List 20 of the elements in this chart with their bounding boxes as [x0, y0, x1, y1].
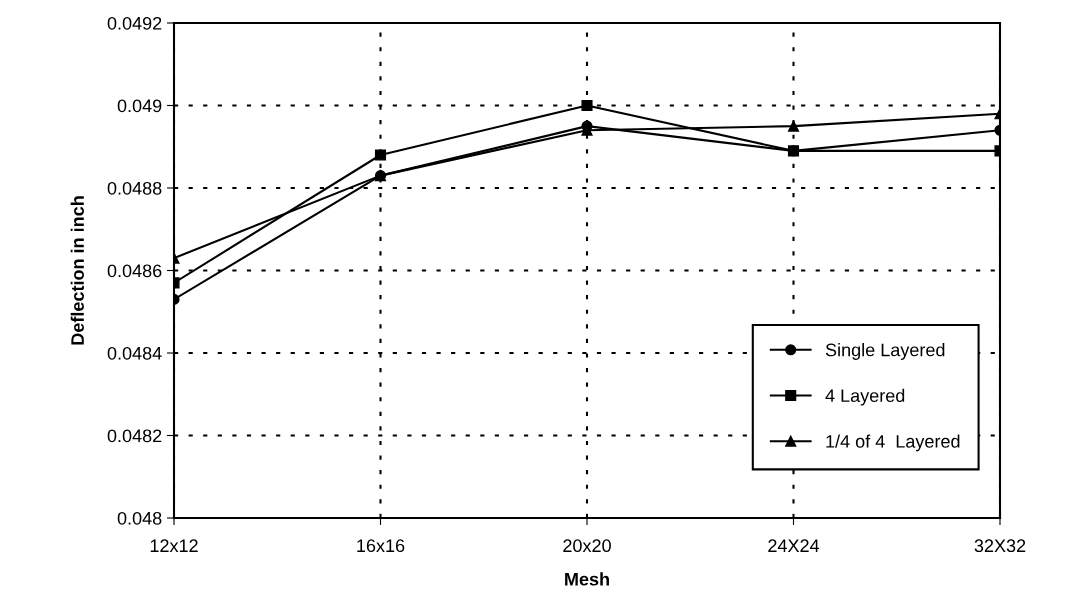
legend-label: Single Layered	[825, 343, 945, 360]
y-tick-label: 0.049	[117, 99, 162, 113]
y-tick-label: 0.0484	[107, 346, 162, 360]
x-tick-label: 16x16	[357, 539, 405, 553]
y-tick-label: 0.0488	[107, 181, 162, 195]
point	[581, 99, 593, 112]
x-tick-label: 32X32	[974, 539, 1026, 553]
y-tick-label: 0.048	[117, 511, 162, 525]
legend-label: 4 Layered	[825, 388, 905, 406]
x-tick-label: 24X24	[768, 539, 820, 552]
y-tick-label: 0.0492	[107, 16, 162, 30]
legend-label: 1/4 of 4 Layered	[826, 434, 960, 452]
y-axis-title: Deflection in inch	[70, 196, 84, 345]
point	[374, 149, 387, 161]
point	[787, 120, 800, 132]
x-tick-label: 20x20	[563, 539, 611, 553]
x-axis-title: Mesh	[565, 572, 609, 586]
x-tick-label: 12x12	[150, 539, 198, 552]
y-tick-label: 0.0486	[107, 264, 162, 278]
y-tick-label: 0.0482	[107, 429, 162, 443]
